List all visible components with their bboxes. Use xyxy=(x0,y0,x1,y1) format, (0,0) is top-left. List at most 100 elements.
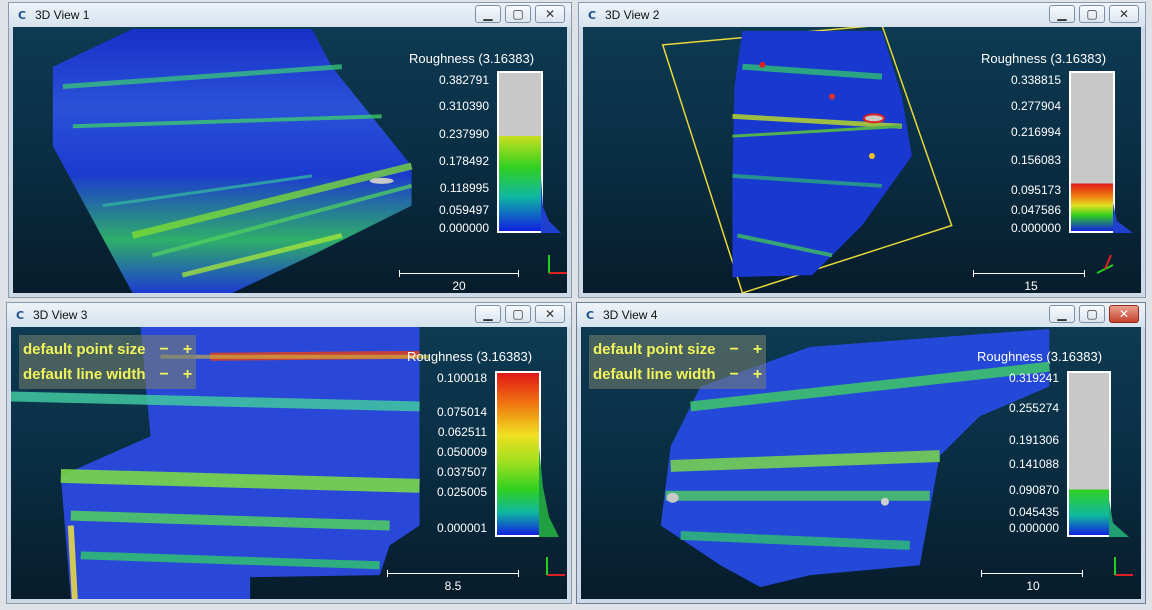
color-ramp xyxy=(1069,71,1115,233)
window-3d-view-3[interactable]: C 3D View 3 ▁ ▢ ✕ default point size − + xyxy=(6,302,572,604)
point-cloud[interactable] xyxy=(13,27,567,293)
point-cloud[interactable] xyxy=(11,327,567,599)
tick-label: 0.141088 xyxy=(1008,457,1059,471)
color-ramp xyxy=(497,71,543,233)
minimize-button[interactable]: ▁ xyxy=(1049,305,1075,323)
titlebar[interactable]: C 3D View 3 ▁ ▢ ✕ xyxy=(7,303,571,327)
cloudcompare-icon: C xyxy=(587,8,597,22)
line-width-increase-button[interactable]: + xyxy=(752,365,763,383)
axes-icon xyxy=(1096,254,1114,274)
3d-viewport[interactable]: default point size − + default line widt… xyxy=(11,327,567,599)
window-3d-view-4[interactable]: C 3D View 4 ▁ ▢ ✕ default point size − +… xyxy=(576,302,1146,604)
scale-label: 20 xyxy=(452,279,466,293)
window-3d-view-1[interactable]: C 3D View 1 ▁ ▢ ✕ xyxy=(8,2,572,298)
tick-label: 0.156083 xyxy=(1010,153,1061,167)
window-title: 3D View 2 xyxy=(605,8,660,22)
maximize-button[interactable]: ▢ xyxy=(505,5,531,23)
line-width-label: default line width xyxy=(593,366,716,383)
tick-label: 0.118995 xyxy=(439,181,489,195)
3d-viewport[interactable]: Roughness (3.16383) 0.382791 0.310390 0.… xyxy=(13,27,567,293)
axes-icon xyxy=(1114,557,1133,576)
cloudcompare-icon: C xyxy=(585,308,595,322)
tick-label: 0.000000 xyxy=(1010,221,1061,235)
point-cloud[interactable] xyxy=(583,27,1141,293)
tick-label: 0.000000 xyxy=(438,221,489,235)
point-size-label: default point size xyxy=(593,341,716,358)
point-size-increase-button[interactable]: + xyxy=(182,340,193,358)
point-size-decrease-button[interactable]: − xyxy=(729,340,739,358)
point-size-decrease-button[interactable]: − xyxy=(159,340,169,358)
tick-label: 0.000001 xyxy=(436,521,487,535)
scale-bar xyxy=(973,270,1085,277)
display-options-overlay: default point size − + default line widt… xyxy=(19,335,197,389)
cloudcompare-icon: C xyxy=(15,308,25,322)
titlebar[interactable]: C 3D View 1 ▁ ▢ ✕ xyxy=(9,3,571,27)
scale-bar xyxy=(399,270,519,277)
color-ramp xyxy=(495,371,541,537)
close-button[interactable]: ✕ xyxy=(1109,305,1139,323)
maximize-button[interactable]: ▢ xyxy=(1079,5,1105,23)
point-size-increase-button[interactable]: + xyxy=(752,340,763,358)
3d-viewport[interactable]: Roughness (3.16383) 0.338815 0.277904 0.… xyxy=(583,27,1141,293)
tick-label: 0.000000 xyxy=(1008,521,1059,535)
tick-label: 0.037507 xyxy=(436,465,487,479)
maximize-button[interactable]: ▢ xyxy=(1079,305,1105,323)
line-width-decrease-button[interactable]: − xyxy=(729,365,739,383)
titlebar[interactable]: C 3D View 4 ▁ ▢ ✕ xyxy=(577,303,1145,327)
window-title: 3D View 1 xyxy=(35,8,90,22)
tick-label: 0.095173 xyxy=(1010,183,1061,197)
close-button[interactable]: ✕ xyxy=(535,305,565,323)
tick-label: 0.319241 xyxy=(1008,371,1059,385)
scalar-bar-title: Roughness (3.16383) xyxy=(407,349,533,364)
scalar-bar-title: Roughness (3.16383) xyxy=(981,51,1107,66)
line-width-increase-button[interactable]: + xyxy=(182,365,193,383)
tick-label: 0.277904 xyxy=(1010,99,1061,113)
maximize-button[interactable]: ▢ xyxy=(505,305,531,323)
scalar-bar-title: Roughness (3.16383) xyxy=(977,349,1103,364)
close-button[interactable]: ✕ xyxy=(535,5,565,23)
3d-viewport[interactable]: default point size − + default line widt… xyxy=(581,327,1141,599)
tick-label: 0.255274 xyxy=(1008,401,1059,415)
tick-label: 0.191306 xyxy=(1008,433,1059,447)
tick-label: 0.216994 xyxy=(1010,125,1061,139)
minimize-button[interactable]: ▁ xyxy=(475,5,501,23)
scalar-bar-title: Roughness (3.16383) xyxy=(409,51,535,66)
tick-label: 0.090870 xyxy=(1008,483,1059,497)
tick-label: 0.382791 xyxy=(438,73,489,87)
tick-label: 0.050009 xyxy=(436,445,487,459)
point-cloud[interactable] xyxy=(581,327,1141,599)
line-width-decrease-button[interactable]: − xyxy=(159,365,169,383)
window-3d-view-2[interactable]: C 3D View 2 ▁ ▢ ✕ Roughness (3.16383) 0.… xyxy=(578,2,1146,298)
tick-label: 0.338815 xyxy=(1010,73,1061,87)
color-ramp xyxy=(1067,371,1111,537)
line-width-label: default line width xyxy=(23,366,146,383)
histogram xyxy=(1113,203,1133,233)
titlebar[interactable]: C 3D View 2 ▁ ▢ ✕ xyxy=(579,3,1145,27)
cloudcompare-icon: C xyxy=(17,8,27,22)
tick-label: 0.075014 xyxy=(436,405,487,419)
tick-label: 0.045435 xyxy=(1008,505,1059,519)
scale-bar xyxy=(981,570,1083,577)
tick-label: 0.059497 xyxy=(438,203,489,217)
histogram xyxy=(541,177,561,233)
tick-label: 0.025005 xyxy=(436,485,487,499)
scale-bar xyxy=(387,570,519,577)
minimize-button[interactable]: ▁ xyxy=(1049,5,1075,23)
tick-label: 0.237990 xyxy=(438,127,489,141)
tick-label: 0.062511 xyxy=(437,425,487,439)
histogram xyxy=(539,447,559,537)
tick-label: 0.100018 xyxy=(436,371,487,385)
window-title: 3D View 3 xyxy=(33,308,88,322)
scale-label: 10 xyxy=(1026,579,1040,593)
scale-label: 8.5 xyxy=(444,579,462,593)
tick-label: 0.310390 xyxy=(438,99,489,113)
tick-label: 0.047586 xyxy=(1010,203,1061,217)
point-size-label: default point size xyxy=(23,341,146,358)
histogram xyxy=(1109,499,1129,537)
minimize-button[interactable]: ▁ xyxy=(475,305,501,323)
scale-label: 15 xyxy=(1024,279,1038,293)
tick-label: 0.178492 xyxy=(438,154,489,168)
window-title: 3D View 4 xyxy=(603,308,658,322)
axes-icon xyxy=(546,557,565,576)
close-button[interactable]: ✕ xyxy=(1109,5,1139,23)
